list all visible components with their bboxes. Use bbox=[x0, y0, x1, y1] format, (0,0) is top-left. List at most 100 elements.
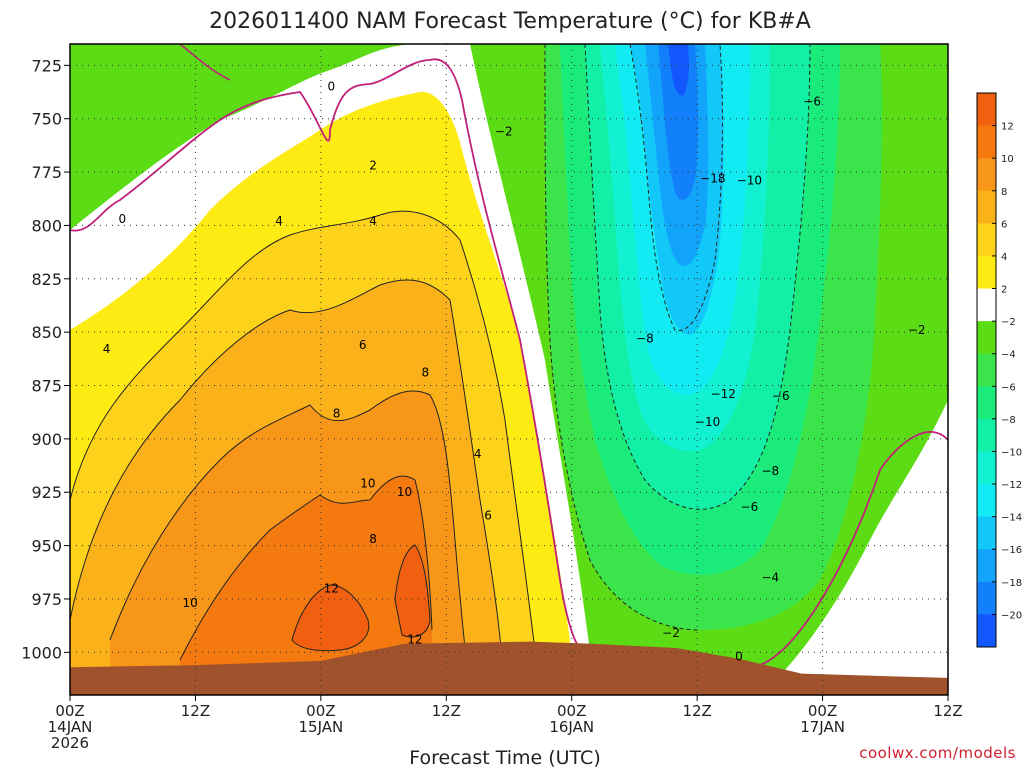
contour-label: −4 bbox=[761, 571, 779, 585]
contour-label: 8 bbox=[422, 366, 430, 380]
contour-label: 0 bbox=[735, 650, 743, 664]
x-tick-label: 2026 bbox=[51, 734, 89, 752]
contour-solid-6 bbox=[70, 279, 506, 695]
band-12-14-left bbox=[292, 585, 369, 651]
contour-label: −12 bbox=[711, 387, 736, 401]
contour-label: −8 bbox=[636, 332, 654, 346]
colorbar-swatch bbox=[977, 190, 996, 224]
band-10-12 bbox=[180, 476, 432, 695]
contour-label: 4 bbox=[369, 214, 377, 228]
colorbar-tick-label: −6 bbox=[1001, 382, 1016, 393]
colorbar-swatch bbox=[977, 418, 996, 452]
colorbar: 12 10 8 6 4 2 −2 −4 −6 −8 −10 −12 −14 −16 −18 −20 bbox=[976, 92, 1022, 648]
x-tick-label: 00Z bbox=[808, 702, 837, 720]
y-tick-label: 850 bbox=[31, 323, 62, 342]
x-tick-label: 12Z bbox=[432, 702, 461, 720]
band-12-14-right bbox=[395, 545, 430, 637]
y-tick-label: 925 bbox=[31, 483, 62, 502]
contour-label: −8 bbox=[761, 464, 779, 478]
contour-label: −2 bbox=[495, 125, 513, 139]
x-tick-label: 14JAN bbox=[48, 718, 93, 736]
contour-solid-12-right bbox=[394, 544, 431, 638]
terrain-surface bbox=[70, 641, 948, 695]
contour-label: 4 bbox=[474, 447, 482, 461]
contour-solid-12-left bbox=[291, 584, 370, 652]
contour-label: 10 bbox=[183, 596, 198, 610]
contour-label: −6 bbox=[772, 389, 790, 403]
contour-solid-8 bbox=[109, 390, 471, 695]
x-tick-label: 12Z bbox=[682, 702, 711, 720]
band-below-neg20 bbox=[668, 44, 689, 96]
colorbar-tick-label: 2 bbox=[1001, 285, 1007, 296]
contour-label: 6 bbox=[359, 338, 367, 352]
colorbar-tick-label: −12 bbox=[1001, 480, 1022, 491]
contour-labels: 0 0 0 −2 −2 −2 2 4 4 4 4 6 6 8 8 8 10 10 10 12 12 −8 −6 −6 −10 −1… bbox=[103, 80, 926, 664]
colorbar-swatch bbox=[977, 255, 996, 290]
y-tick-label: 900 bbox=[31, 430, 62, 449]
colorbar-swatch bbox=[977, 549, 996, 583]
x-tick-label: 16JAN bbox=[549, 718, 594, 736]
y-tick-label: 975 bbox=[31, 590, 62, 609]
colorbar-tick-label: 8 bbox=[1001, 187, 1007, 198]
colorbar-tick-label: −14 bbox=[1001, 513, 1022, 524]
contour-label: 4 bbox=[275, 214, 283, 228]
colorbar-tick-label: −2 bbox=[1001, 317, 1016, 328]
colorbar-swatch bbox=[977, 516, 996, 550]
contour-label: 12 bbox=[407, 633, 422, 647]
contour-label: −6 bbox=[803, 95, 821, 109]
x-tick-label: 00Z bbox=[306, 702, 335, 720]
contour-solid-4 bbox=[70, 210, 541, 695]
contour-label: 6 bbox=[484, 509, 492, 523]
contour-dashed-inner bbox=[584, 44, 811, 510]
freezing-line-top-left bbox=[179, 44, 231, 81]
band-neg18-neg20 bbox=[658, 44, 699, 200]
contour-dashed-left bbox=[544, 44, 701, 631]
plot-area: 0 0 0 −2 −2 −2 2 4 4 4 4 6 6 8 8 8 10 10 10 12 12 −8 −6 −6 −10 −1… bbox=[70, 44, 948, 695]
contour-label: 8 bbox=[333, 406, 341, 420]
y-tick-label: 800 bbox=[31, 216, 62, 235]
colorbar-frame bbox=[976, 92, 997, 648]
colorbar-tick-label: −8 bbox=[1001, 415, 1016, 426]
y-tick-label: 775 bbox=[31, 163, 62, 182]
colorbar-swatch bbox=[977, 223, 996, 257]
contour-label: 0 bbox=[118, 212, 126, 226]
colorbar-swatch bbox=[977, 158, 996, 192]
contour-label: 12 bbox=[324, 581, 339, 595]
x-tick-label: 12Z bbox=[933, 702, 962, 720]
colorbar-tick-label: −10 bbox=[1001, 447, 1022, 458]
colorbar-tick-label: −4 bbox=[1001, 350, 1016, 361]
contour-label: 10 bbox=[360, 477, 375, 491]
colorbar-tick-label: −20 bbox=[1001, 610, 1022, 621]
colorbar-tick-label: 12 bbox=[1001, 122, 1014, 133]
contour-label: −6 bbox=[741, 500, 759, 514]
contour-label: −2 bbox=[908, 323, 926, 337]
contour-label: 8 bbox=[369, 532, 377, 546]
colorbar-tick-label: −16 bbox=[1001, 545, 1022, 556]
colorbar-swatch bbox=[977, 353, 996, 387]
chart-title: 2026011400 NAM Forecast Temperature (°C)… bbox=[209, 9, 811, 34]
colorbar-swatch bbox=[977, 451, 996, 485]
colorbar-tick-label: 6 bbox=[1001, 219, 1007, 230]
colorbar-swatch bbox=[977, 614, 996, 648]
contour-label: −2 bbox=[662, 626, 680, 640]
x-tick-label: 00Z bbox=[557, 702, 586, 720]
x-tick-label: 12Z bbox=[181, 702, 210, 720]
y-tick-label: 950 bbox=[31, 537, 62, 556]
contour-label: 4 bbox=[103, 342, 111, 356]
x-tick-label: 17JAN bbox=[800, 718, 845, 736]
colorbar-swatch bbox=[977, 484, 996, 518]
grid-lines bbox=[70, 44, 948, 695]
contour-solid-10 bbox=[179, 475, 433, 661]
contour-dashed-deep bbox=[629, 44, 723, 332]
contour-label: −18 bbox=[700, 171, 725, 185]
colorbar-swatch bbox=[977, 288, 996, 322]
y-axis-ticks: 725 750 775 800 825 850 875 900 925 950 975 1000 bbox=[21, 56, 70, 662]
contour-label: −10 bbox=[695, 415, 720, 429]
x-tick-label: 15JAN bbox=[298, 718, 343, 736]
colorbar-tick-label: 4 bbox=[1001, 252, 1007, 263]
contour-label: 10 bbox=[397, 485, 412, 499]
credit-link[interactable]: coolwx.com/models bbox=[859, 744, 1016, 762]
x-axis-label: Forecast Time (UTC) bbox=[409, 747, 600, 768]
